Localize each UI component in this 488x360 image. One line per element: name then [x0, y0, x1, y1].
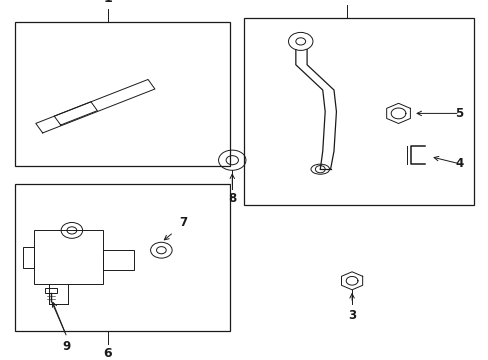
Text: 3: 3 — [347, 309, 355, 322]
Bar — [45, 288, 57, 293]
Text: 2: 2 — [342, 0, 351, 2]
Text: 8: 8 — [228, 192, 236, 205]
Text: 1: 1 — [103, 0, 112, 5]
Bar — [244, 18, 473, 205]
Bar — [34, 230, 102, 284]
Text: 6: 6 — [103, 347, 112, 360]
Bar — [15, 22, 229, 166]
Bar — [102, 250, 134, 270]
Text: 7: 7 — [179, 216, 187, 229]
Text: 5: 5 — [455, 107, 463, 120]
Bar — [23, 247, 34, 268]
Bar — [15, 184, 229, 331]
Text: 4: 4 — [455, 157, 463, 170]
Text: 9: 9 — [62, 340, 70, 353]
